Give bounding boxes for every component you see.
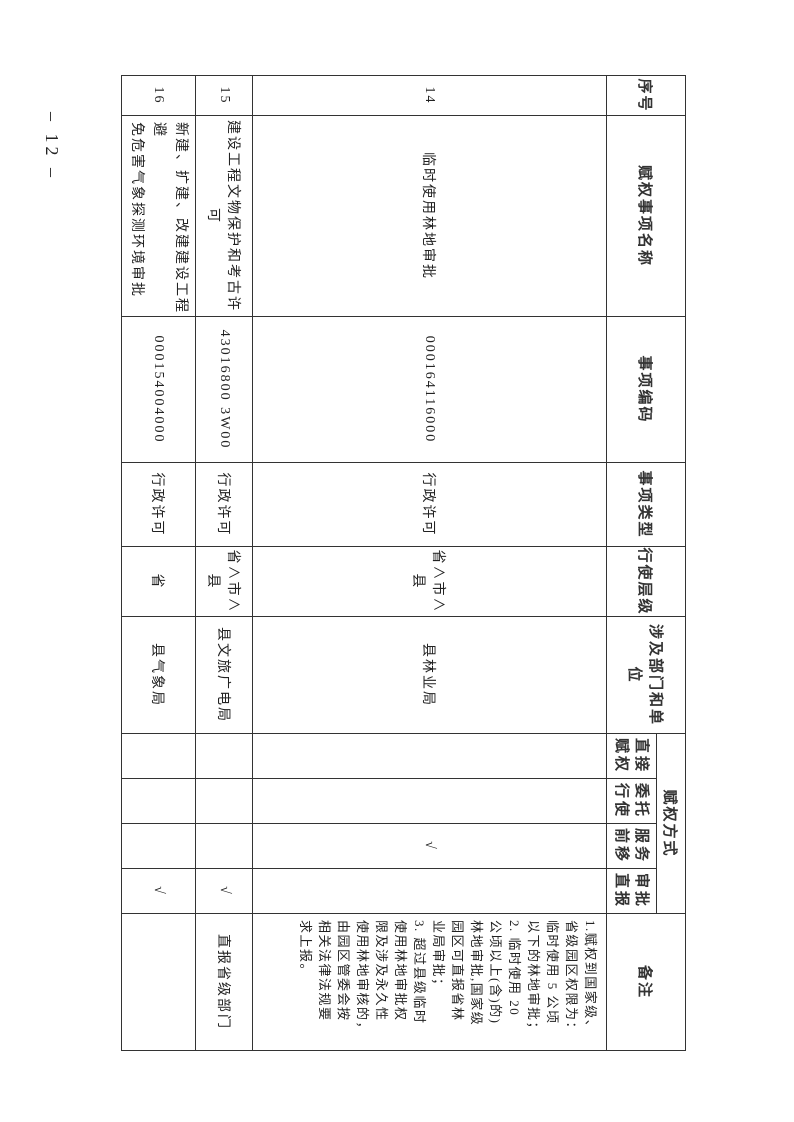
cell-dept: 县文旅广电局 xyxy=(195,616,253,734)
cell-method-service xyxy=(121,823,196,869)
header-method-service: 服务 前移 xyxy=(606,823,657,869)
remark-line: 临时使用 5 公顷 xyxy=(545,920,560,1025)
remark-line: 林地审批,国家级 xyxy=(469,920,484,1027)
cell-method-direct xyxy=(252,733,607,779)
header-level: 行使层级 xyxy=(606,546,686,617)
check-mark-icon: √ xyxy=(422,841,438,851)
remark-line: 由园区管委会按 xyxy=(336,920,351,1022)
remark-line: 以下的林地审批； xyxy=(526,920,541,1037)
header-text: 前移 xyxy=(613,827,630,864)
cell-level: 省∧市∧县 xyxy=(252,546,607,617)
cell-method-service xyxy=(195,823,253,869)
remark-line: 1.赋权到国家级、 xyxy=(583,920,598,1035)
header-text: 服务 xyxy=(633,827,650,864)
header-text: 审批 xyxy=(633,873,650,910)
header-text: 直报 xyxy=(613,873,630,910)
remark-line: 限及涉及永久性 xyxy=(374,920,389,1022)
cell-level: 省 xyxy=(121,546,196,617)
remark-line: 相关法律法规要 xyxy=(317,920,332,1022)
cell-type: 行政许可 xyxy=(195,462,253,547)
cell-code: 000164116000 xyxy=(252,316,607,463)
cell-method-service: √ xyxy=(252,823,607,869)
remark-line: 园区可直报省林 xyxy=(450,920,465,1022)
cell-dept: 县林业局 xyxy=(252,616,607,734)
cell-name: 临时使用林地审批 xyxy=(252,115,607,317)
cell-type: 行政许可 xyxy=(121,462,196,547)
header-method-report: 审批 直报 xyxy=(606,868,657,914)
remark-line: 省级园区权限为： xyxy=(564,920,579,1037)
header-seq: 序号 xyxy=(606,75,686,116)
table-row: 14 临时使用林地审批 000164116000 行政许可 省∧市∧县 县林业局… xyxy=(252,75,607,1051)
check-mark-icon: √ xyxy=(151,886,167,896)
header-method-direct: 直接 赋权 xyxy=(606,733,657,779)
header-dept: 涉及部门和单位 xyxy=(606,616,686,734)
header-code: 事项编码 xyxy=(606,316,686,463)
header-text: 赋权 xyxy=(613,737,630,774)
cell-seq: 15 xyxy=(195,75,253,116)
header-text: 直接 xyxy=(633,737,650,774)
cell-code: 000154004000 xyxy=(121,316,196,463)
cell-remark: 1.赋权到国家级、 省级园区权限为： 临时使用 5 公顷 以下的林地审批； 2. 临时使… xyxy=(252,913,607,1051)
cell-type: 行政许可 xyxy=(252,462,607,547)
remark-line: 2. 临时使用 20 xyxy=(507,920,522,1017)
cell-seq: 14 xyxy=(252,75,607,116)
header-name: 赋权事项名称 xyxy=(606,115,686,317)
cell-method-direct xyxy=(195,733,253,779)
cell-method-report: √ xyxy=(121,868,196,914)
header-text: 委托 xyxy=(633,782,650,819)
remark-line: 使用林地审核的， xyxy=(355,920,370,1037)
rotated-table-sheet: 序号 赋权事项名称 事项编码 事项类型 行使层级 涉及部门和单位 赋权方式 备注… xyxy=(121,75,686,1051)
name-line: 新建、扩建、改建建设工程避 xyxy=(151,122,189,314)
cell-method-entrust xyxy=(195,778,253,824)
remark-line: 业局审批； xyxy=(431,920,446,993)
cell-name: 新建、扩建、改建建设工程避 免危害气象探测环境审批 xyxy=(121,115,196,317)
cell-remark: 直报省级部门 xyxy=(195,913,253,1051)
table-row: 15 建设工程文物保护和考古许可 43016800 3W00 行政许可 省∧市∧… xyxy=(195,75,253,1051)
name-line: 免危害气象探测环境审批 xyxy=(129,122,145,298)
cell-name: 建设工程文物保护和考古许可 xyxy=(195,115,253,317)
header-text: 行使 xyxy=(613,782,630,819)
header-type: 事项类型 xyxy=(606,462,686,547)
cell-level: 省∧市∧县 xyxy=(195,546,253,617)
cell-method-entrust xyxy=(252,778,607,824)
table-row: 16 新建、扩建、改建建设工程避 免危害气象探测环境审批 000154004000… xyxy=(121,75,196,1051)
header-remark: 备注 xyxy=(606,913,686,1051)
remark-line: 求上报。 xyxy=(298,920,313,979)
check-mark-icon: √ xyxy=(217,886,232,896)
page-number: – 12 – xyxy=(42,112,62,181)
remark-line: 公顷以上(含)的) xyxy=(488,920,503,1025)
header-method-group: 赋权方式 xyxy=(656,733,686,914)
remark-line: 3. 超过县级临时 xyxy=(412,920,427,1025)
empowerment-table: 序号 赋权事项名称 事项编码 事项类型 行使层级 涉及部门和单位 赋权方式 备注… xyxy=(121,75,686,1051)
cell-method-report: √ xyxy=(195,868,253,914)
cell-remark xyxy=(121,913,196,1051)
cell-seq: 16 xyxy=(121,75,196,116)
remark-line: 使用林地审批权 xyxy=(393,920,408,1022)
cell-method-direct xyxy=(121,733,196,779)
cell-method-report xyxy=(252,868,607,914)
cell-dept: 县气象局 xyxy=(121,616,196,734)
header-method-entrust: 委托 行使 xyxy=(606,778,657,824)
cell-code: 43016800 3W00 xyxy=(195,316,253,463)
cell-method-entrust xyxy=(121,778,196,824)
